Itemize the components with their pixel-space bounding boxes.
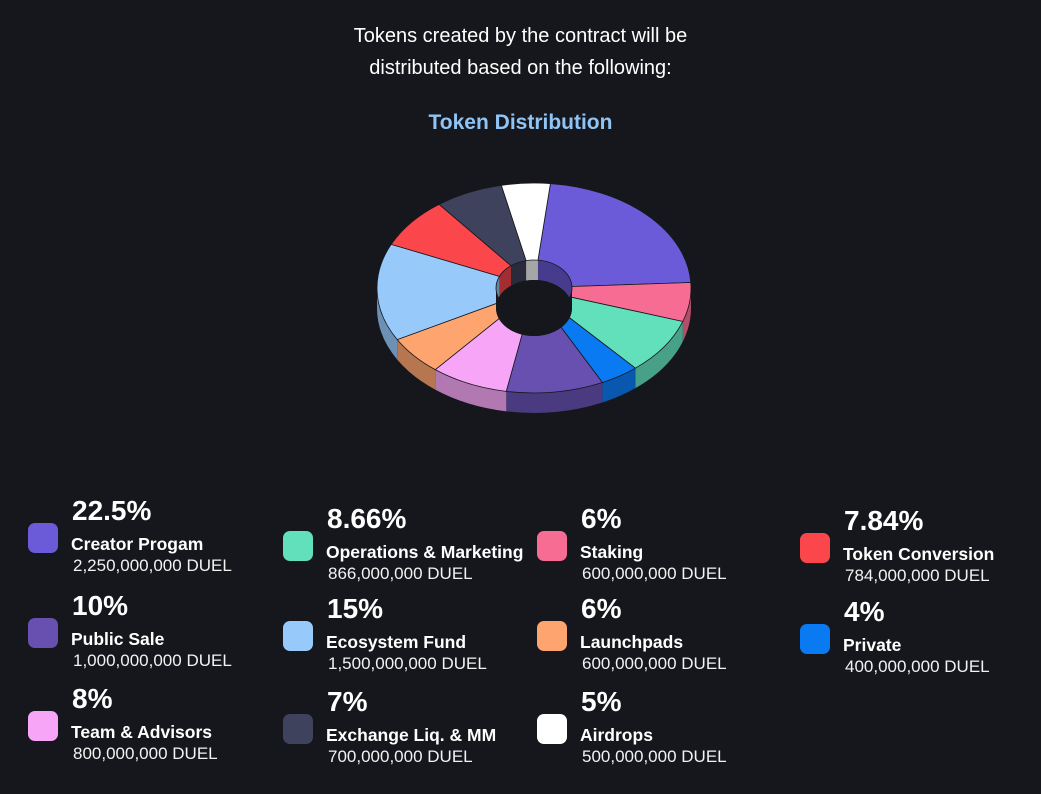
legend-amount: 400,000,000 DUEL [845, 657, 990, 676]
legend-percent: 6% [581, 503, 622, 534]
chart-title: Token Distribution [428, 111, 613, 134]
legend-swatch [537, 714, 567, 744]
slice-side-3 [602, 368, 636, 403]
legend-swatch [28, 618, 58, 648]
slice-inner-wall-0-0 [537, 260, 572, 307]
legend-amount: 600,000,000 DUEL [582, 564, 727, 583]
legend-label: Staking [580, 542, 644, 562]
slice-inner-wall-9-1 [511, 260, 527, 286]
slice-side-6 [397, 339, 436, 390]
legend-label: Airdrops [580, 725, 653, 745]
legend-percent: 22.5% [72, 495, 152, 526]
legend-amount: 1,000,000,000 DUEL [73, 651, 232, 670]
legend-percent: 5% [581, 686, 622, 717]
legend-amount: 700,000,000 DUEL [328, 747, 473, 766]
donut-side-group [377, 288, 691, 413]
slice-inner-wall-8-1 [499, 265, 512, 297]
legend-label: Creator Progam [71, 534, 204, 554]
legend-amount: 500,000,000 DUEL [582, 747, 727, 766]
slice-side-7 [377, 288, 398, 360]
legend-label: Private [843, 635, 902, 655]
slice-inner-wall-10-1 [526, 260, 538, 281]
legend-percent: 7.84% [844, 505, 924, 536]
legend-swatch [800, 533, 830, 563]
slice-0 [537, 183, 692, 287]
donut-hole-front [496, 288, 572, 336]
legend-label: Team & Advisors [71, 722, 213, 742]
legend-swatch [28, 523, 58, 553]
slice-7 [376, 243, 502, 341]
legend-amount: 866,000,000 DUEL [328, 564, 473, 583]
legend-swatch [283, 531, 313, 561]
legend-amount: 784,000,000 DUEL [845, 566, 990, 585]
legend-percent: 8% [72, 683, 113, 714]
legend-label: Public Sale [71, 629, 165, 649]
legend-swatch [800, 624, 830, 654]
legend-label: Launchpads [580, 632, 684, 652]
intro-line-2: distributed based on the following: [369, 57, 672, 79]
legend-percent: 15% [327, 593, 384, 624]
donut-top-group [376, 182, 692, 394]
slice-side-5 [435, 369, 507, 412]
token-distribution-donut-chart [376, 182, 692, 413]
legend-swatch [537, 621, 567, 651]
legend-swatch [28, 711, 58, 741]
legend-amount: 2,250,000,000 DUEL [73, 556, 232, 575]
legend-amount: 600,000,000 DUEL [582, 654, 727, 673]
slice-10 [500, 182, 551, 262]
legend-percent: 6% [581, 593, 622, 624]
legend-amount: 1,500,000,000 DUEL [328, 654, 487, 673]
legend-percent: 4% [844, 596, 885, 627]
legend-amount: 800,000,000 DUEL [73, 744, 218, 763]
legend-label: Ecosystem Fund [326, 632, 467, 652]
legend-label: Operations & Marketing [326, 542, 524, 562]
intro-line-1: Tokens created by the contract will be [353, 25, 688, 47]
legend-label: Token Conversion [843, 544, 995, 564]
legend-percent: 7% [327, 686, 368, 717]
legend-percent: 8.66% [327, 503, 407, 534]
intro-text: Tokens created by the contract will be d… [0, 20, 1041, 84]
legend-swatch [537, 531, 567, 561]
slice-side-2 [635, 321, 683, 389]
legend-label: Exchange Liq. & MM [326, 725, 497, 745]
legend-swatch [283, 714, 313, 744]
slice-side-4 [506, 382, 603, 413]
slice-side-1 [682, 288, 691, 342]
legend-swatch [283, 621, 313, 651]
legend-percent: 10% [72, 590, 129, 621]
